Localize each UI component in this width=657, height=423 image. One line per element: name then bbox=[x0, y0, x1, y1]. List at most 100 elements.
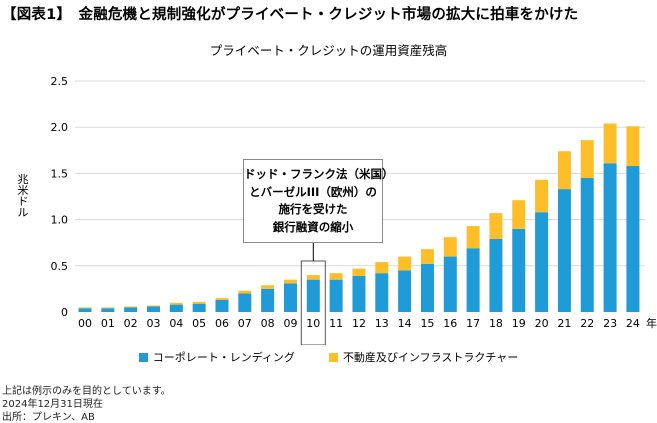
annotation-line: とバーゼルIII（欧州）の bbox=[249, 184, 377, 199]
bar-real-estate bbox=[398, 256, 412, 271]
bar-corporate bbox=[420, 263, 434, 312]
annotation-callout: ドッド・フランク法（米国） とバーゼルIII（欧州）の 施行を受けた 銀行融資の… bbox=[243, 159, 394, 243]
bar-real-estate bbox=[124, 306, 138, 308]
bar-corporate bbox=[580, 178, 594, 312]
bar-real-estate bbox=[329, 273, 343, 280]
x-tick-label: 24 bbox=[626, 317, 640, 330]
bar-corporate bbox=[261, 288, 275, 312]
x-tick-label: 05 bbox=[192, 317, 206, 330]
bar-corporate bbox=[192, 303, 206, 312]
x-tick-label: 10 bbox=[306, 317, 320, 330]
x-tick-label: 09 bbox=[283, 317, 297, 330]
footnote-source: 出所：プレキン、AB bbox=[2, 412, 95, 423]
x-tick-label: 02 bbox=[124, 317, 138, 330]
chart-title: プライベート・クレジットの運用資産残高 bbox=[209, 43, 448, 58]
x-tick-label: 06 bbox=[215, 317, 229, 330]
y-tick-label: 0.5 bbox=[51, 260, 69, 273]
bar-real-estate bbox=[535, 179, 549, 213]
bar-corporate bbox=[146, 306, 160, 312]
footnote-disclaimer: 上記は例示のみを目的としています。 bbox=[2, 386, 171, 397]
legend: コーポレート・レンディング 不動産及びインフラストラクチャー bbox=[0, 349, 657, 365]
bar-corporate bbox=[398, 270, 412, 312]
y-tick-label: 1.5 bbox=[51, 167, 69, 180]
annotation-marks bbox=[300, 243, 326, 345]
x-tick-label: 13 bbox=[375, 317, 389, 330]
bar-corporate bbox=[626, 166, 640, 312]
bar-corporate bbox=[489, 239, 503, 312]
footnote-date: 2024年12月31日現在 bbox=[2, 399, 103, 410]
bar-corporate bbox=[329, 279, 343, 312]
y-tick-label: 1.0 bbox=[51, 214, 69, 227]
y-axis-ticks: 0 0.5 1.0 1.5 2.0 2.5 bbox=[51, 75, 69, 319]
bar-real-estate bbox=[261, 285, 275, 289]
bar-real-estate bbox=[78, 307, 92, 309]
stacked-bar-chart: 0 0.5 1.0 1.5 2.0 2.5 00 01 02 03 04 05 06 07 08 09 10 1… bbox=[51, 75, 657, 345]
x-tick-label: 17 bbox=[466, 317, 480, 330]
x-tick-label: 18 bbox=[489, 317, 503, 330]
y-tick-label: 0 bbox=[61, 306, 68, 319]
bar-real-estate bbox=[238, 290, 252, 294]
bar-real-estate bbox=[489, 213, 503, 240]
bar-real-estate bbox=[443, 237, 457, 257]
y-axis-label-char: ド bbox=[17, 195, 29, 208]
bar-real-estate bbox=[420, 249, 434, 264]
bar-corporate bbox=[78, 308, 92, 312]
bar-corporate bbox=[512, 228, 526, 312]
bar-real-estate bbox=[192, 301, 206, 304]
bar-corporate bbox=[283, 283, 297, 312]
legend-item-real-estate: 不動産及びインフラストラクチャー bbox=[328, 349, 519, 365]
legend-item-corporate: コーポレート・レンディング bbox=[138, 349, 295, 365]
bars bbox=[78, 123, 640, 312]
legend-label: 不動産及びインフラストラクチャー bbox=[342, 351, 519, 364]
legend-swatch-corporate bbox=[138, 352, 148, 362]
bar-real-estate bbox=[283, 279, 297, 284]
bar-corporate bbox=[535, 212, 549, 312]
x-tick-label: 08 bbox=[261, 317, 275, 330]
annotation-line: 銀行融資の縮小 bbox=[272, 219, 354, 234]
x-tick-label: 16 bbox=[443, 317, 457, 330]
y-tick-label: 2.5 bbox=[51, 75, 69, 88]
x-tick-label: 19 bbox=[512, 317, 526, 330]
bar-real-estate bbox=[603, 123, 617, 164]
legend-swatch-real-estate bbox=[328, 352, 338, 362]
x-axis-unit-label: 年 bbox=[646, 316, 657, 330]
bar-real-estate bbox=[146, 305, 160, 307]
bar-corporate bbox=[306, 279, 320, 312]
legend-label: コーポレート・レンディング bbox=[152, 351, 295, 364]
bar-real-estate bbox=[375, 262, 389, 274]
bar-corporate bbox=[238, 293, 252, 312]
bar-corporate bbox=[352, 275, 366, 312]
bar-real-estate bbox=[101, 307, 115, 309]
bar-real-estate bbox=[306, 275, 320, 280]
bar-real-estate bbox=[352, 268, 366, 276]
bar-real-estate bbox=[580, 140, 594, 179]
x-tick-label: 12 bbox=[352, 317, 366, 330]
annotation-line: 施行を受けた bbox=[278, 202, 348, 216]
bar-corporate bbox=[124, 307, 138, 312]
bar-corporate bbox=[603, 163, 617, 312]
bar-real-estate bbox=[512, 200, 526, 229]
bar-corporate bbox=[466, 248, 480, 312]
bar-real-estate bbox=[215, 298, 229, 300]
y-axis-label-char: ル bbox=[17, 206, 29, 219]
y-axis-label-char: 兆 bbox=[17, 173, 29, 186]
x-tick-label: 04 bbox=[169, 317, 183, 330]
annotation-line: ドッド・フランク法（米国） bbox=[244, 167, 394, 181]
bar-corporate bbox=[375, 273, 389, 312]
x-tick-label: 03 bbox=[146, 317, 160, 330]
bar-corporate bbox=[557, 189, 571, 312]
bar-corporate bbox=[443, 256, 457, 312]
x-tick-label: 07 bbox=[238, 317, 252, 330]
y-tick-label: 2.0 bbox=[51, 121, 69, 134]
y-axis-label: 兆 米 ド ル bbox=[16, 174, 30, 218]
x-axis-ticks: 00 01 02 03 04 05 06 07 08 09 10 11 12 13 14 15 16 17 18 19… bbox=[78, 317, 640, 330]
x-tick-label: 14 bbox=[398, 317, 412, 330]
bar-corporate bbox=[215, 299, 229, 312]
x-tick-label: 23 bbox=[603, 317, 617, 330]
page-title: 【図表1】 金融危機と規制強化がプライベート・クレジット市場の拡大に拍車をかけた bbox=[2, 7, 579, 23]
x-tick-label: 21 bbox=[557, 317, 571, 330]
bar-real-estate bbox=[626, 126, 640, 167]
bar-real-estate bbox=[169, 302, 183, 305]
x-tick-label: 11 bbox=[329, 317, 343, 330]
x-tick-label: 01 bbox=[101, 317, 115, 330]
